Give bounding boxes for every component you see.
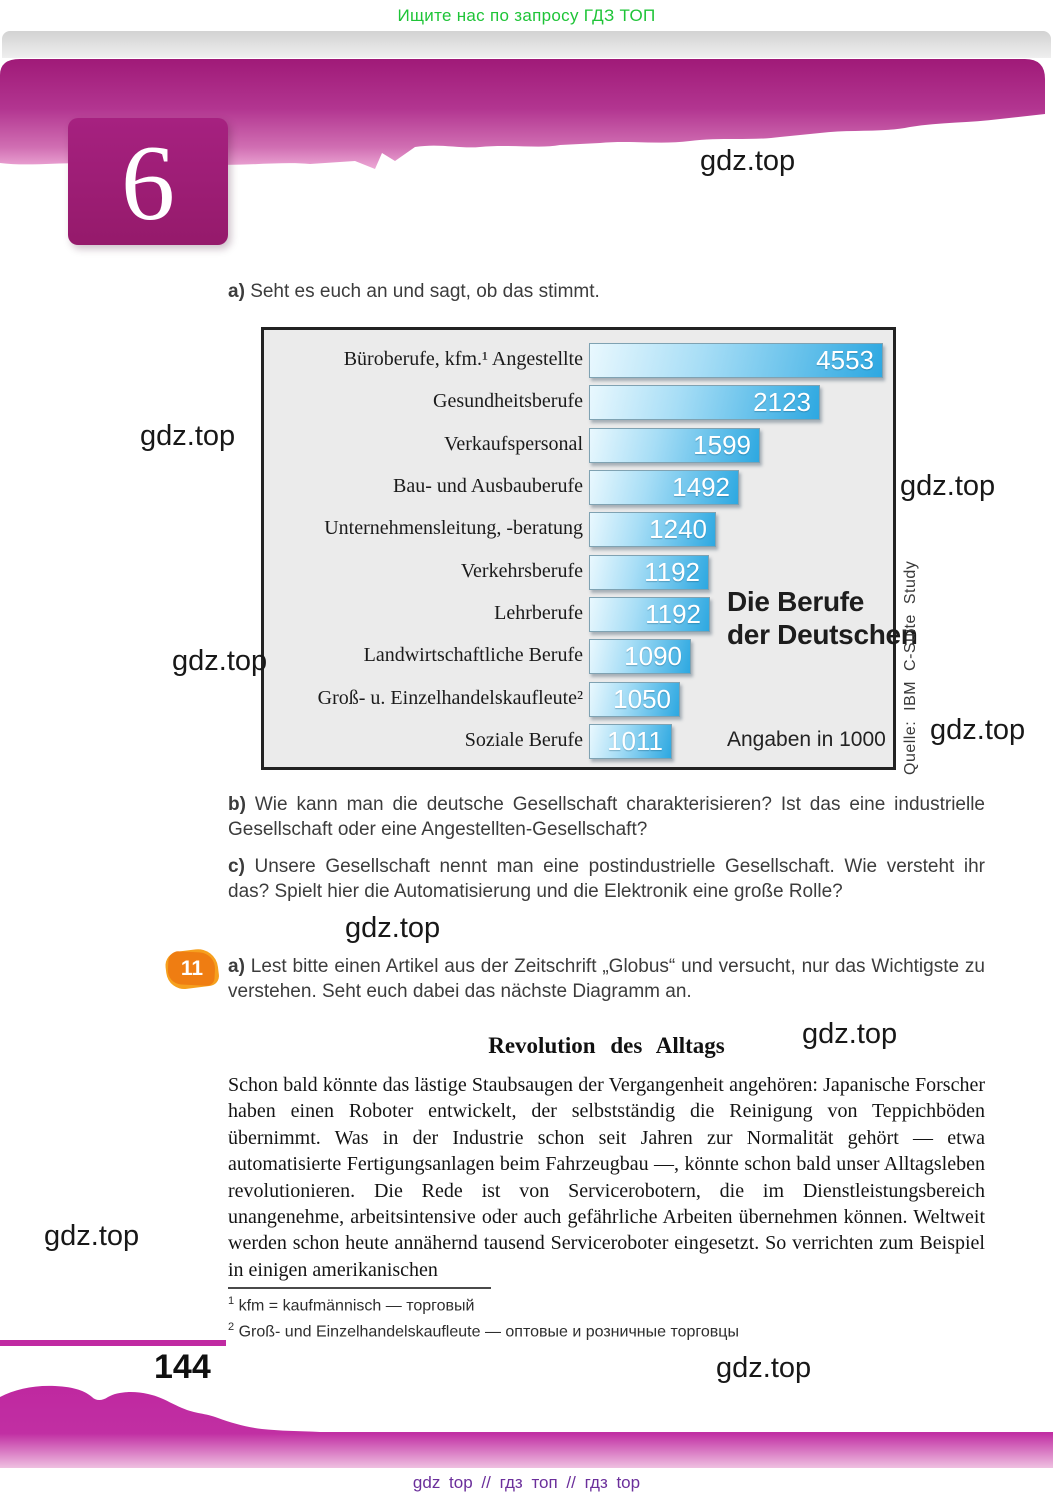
gdz-top-watermark: gdz.top bbox=[44, 1220, 140, 1252]
chart-source: Quelle: IBM C-Suite Study bbox=[902, 560, 919, 775]
task-11a: a) Lest bitte einen Artikel aus der Zeit… bbox=[228, 955, 985, 1004]
bar-label: Verkehrsberufe bbox=[460, 559, 583, 582]
gdz-top-watermark: gdz.top bbox=[716, 1352, 812, 1384]
chart-row: Landwirtschaftliche Berufe 1090 bbox=[264, 639, 893, 675]
page-number-rule bbox=[0, 1340, 226, 1346]
chart-row: Gesundheitsberufe 2123 bbox=[264, 385, 893, 421]
chapter-number-box: 6 bbox=[68, 118, 228, 245]
chart-row: Büroberufe, kfm.¹ Angestellte 4553 bbox=[264, 343, 893, 378]
gdz-top-watermark: gdz.top bbox=[172, 645, 268, 677]
bar-label: Landwirtschaftliche Berufe bbox=[363, 644, 583, 667]
bar-value: 1050 bbox=[613, 683, 671, 714]
chart-row: Bau- und Ausbauberufe 1492 bbox=[264, 470, 893, 506]
bar: 1192 bbox=[589, 597, 710, 633]
gdz-top-watermark: gdz.top bbox=[802, 1018, 898, 1050]
page-number: 144 bbox=[154, 1348, 211, 1386]
bar-label: Groß- u. Einzelhandelskaufleute² bbox=[317, 686, 583, 709]
task-11a-text: Lest bitte einen Artikel aus der Zeitsch… bbox=[228, 956, 985, 1002]
gdz-top-watermark: gdz.top bbox=[900, 470, 996, 502]
bar: 4553 bbox=[589, 343, 883, 378]
chart-title-line2: der Deutschen bbox=[727, 619, 918, 650]
exercise-number: 11 bbox=[180, 957, 204, 980]
footnote-1: 1 kfm = kaufmännisch — торговый bbox=[228, 1295, 474, 1315]
bar: 1090 bbox=[589, 639, 691, 675]
footnote-1-sup: 1 bbox=[228, 1295, 235, 1307]
bar-label: Unternehmensleitung, -beratung bbox=[324, 517, 583, 540]
gdz-top-watermark: gdz.top bbox=[345, 912, 441, 944]
task-a-marker: a) bbox=[228, 281, 245, 302]
bar-value: 1090 bbox=[624, 641, 682, 672]
bar-value: 1011 bbox=[607, 726, 663, 757]
header-wave bbox=[0, 59, 1045, 169]
footnote-2-sup: 2 bbox=[228, 1321, 235, 1333]
gdz-top-watermark: gdz.top bbox=[700, 145, 796, 177]
chart-title-line1: Die Berufe bbox=[727, 586, 865, 617]
header-gray-strip bbox=[2, 31, 1051, 58]
footer-links: gdz top // гдз топ // гдз top bbox=[412, 1473, 641, 1492]
bar: 1192 bbox=[589, 554, 709, 590]
chart-row: Lehrberufe 1192 bbox=[264, 597, 893, 633]
task-c-text: Unsere Gesellschaft nennt man eine posti… bbox=[228, 856, 986, 902]
task-b: b) Wie kann man die deutsche Gesellschaf… bbox=[228, 793, 985, 842]
gdz-top-watermark: gdz.top bbox=[140, 420, 236, 452]
bar-label: Lehrberufe bbox=[494, 602, 583, 625]
bar-value: 1492 bbox=[672, 472, 730, 503]
chart-rows: Büroberufe, kfm.¹ Angestellte 4553 Gesundh… bbox=[264, 330, 893, 767]
chart-title: Die Berufe der Deutschen bbox=[727, 585, 918, 651]
bar-value: 1192 bbox=[644, 556, 700, 587]
bar-value: 4553 bbox=[816, 345, 874, 375]
footnote-2: 2 Groß- und Einzelhandelskaufleute — опт… bbox=[228, 1321, 739, 1341]
bar: 1011 bbox=[589, 724, 672, 760]
gdz-top-watermark: gdz.top bbox=[930, 714, 1026, 746]
bar-label: Soziale Berufe bbox=[464, 729, 583, 752]
article-title: Revolution des Alltags bbox=[488, 1033, 725, 1058]
exercise-11-badge: 11 bbox=[163, 946, 221, 992]
chapter-number: 6 bbox=[121, 124, 175, 243]
bar: 1492 bbox=[589, 470, 739, 506]
footnote-1-text: kfm = kaufmännisch — торговый bbox=[238, 1297, 475, 1315]
chart-row: Soziale Berufe 1011 bbox=[264, 724, 893, 760]
chart-unit-note: Angaben in 1000 bbox=[727, 728, 886, 751]
footnote-2-text: Groß- und Einzelhandelskaufleute — оптов… bbox=[238, 1323, 739, 1341]
task-b-marker: b) bbox=[228, 794, 246, 815]
task-a: a) Seht es euch an und sagt, ob das stim… bbox=[228, 280, 985, 305]
gdz-top-banner: Ищите нас по запросу ГДЗ ТОП bbox=[397, 6, 656, 25]
bar: 1050 bbox=[589, 681, 680, 717]
bar-value: 1240 bbox=[649, 514, 707, 545]
bar-label: Büroberufe, kfm.¹ Angestellte bbox=[343, 348, 583, 370]
bar-value: 2123 bbox=[753, 387, 811, 418]
article-body: Schon bald könnte das lästige Staubsauge… bbox=[228, 1074, 985, 1281]
chart-row: Verkehrsberufe 1192 bbox=[264, 554, 893, 590]
bar: 1240 bbox=[589, 512, 716, 548]
footnote-divider bbox=[228, 1287, 491, 1289]
task-c-marker: c) bbox=[228, 856, 245, 877]
bar-label: Verkaufspersonal bbox=[444, 432, 583, 455]
bar-label: Gesundheitsberufe bbox=[433, 390, 583, 413]
chart-row: Verkaufspersonal 1599 bbox=[264, 427, 893, 463]
bar: 1599 bbox=[589, 427, 760, 463]
bottom-wave bbox=[0, 1385, 1053, 1468]
bar-value: 1192 bbox=[645, 599, 701, 630]
task-11a-marker: a) bbox=[228, 956, 245, 977]
bar-label: Bau- und Ausbauberufe bbox=[393, 475, 583, 498]
berufe-chart: Büroberufe, kfm.¹ Angestellte 4553 Gesundh… bbox=[261, 327, 918, 770]
chart-row: Groß- u. Einzelhandelskaufleute² 1050 bbox=[264, 681, 893, 717]
task-b-text: Wie kann man die deutsche Gesellschaft c… bbox=[228, 794, 985, 840]
chart-row: Unternehmensleitung, -beratung 1240 bbox=[264, 512, 893, 548]
task-a-text: Seht es euch an und sagt, ob das stimmt. bbox=[250, 281, 600, 302]
task-c: c) Unsere Gesellschaft nennt man eine po… bbox=[228, 855, 985, 904]
bar: 2123 bbox=[589, 385, 820, 421]
bar-value: 1599 bbox=[693, 429, 751, 460]
